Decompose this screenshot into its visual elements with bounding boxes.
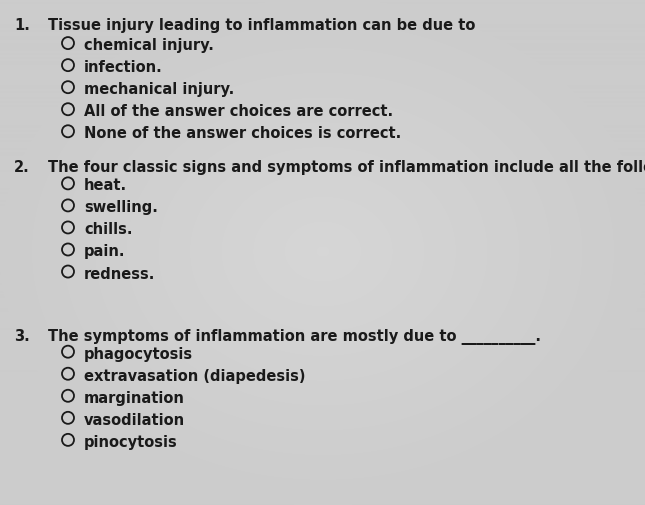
Text: mechanical injury.: mechanical injury. [84, 82, 234, 97]
Text: None of the answer choices is correct.: None of the answer choices is correct. [84, 126, 401, 141]
Text: The symptoms of inflammation are mostly due to __________.: The symptoms of inflammation are mostly … [48, 328, 541, 344]
Text: phagocytosis: phagocytosis [84, 346, 193, 361]
Text: 1.: 1. [14, 18, 30, 33]
Text: vasodilation: vasodilation [84, 412, 185, 427]
Text: chemical injury.: chemical injury. [84, 38, 214, 53]
Text: The four classic signs and symptoms of inflammation include all the following EX: The four classic signs and symptoms of i… [48, 160, 645, 175]
Text: swelling.: swelling. [84, 200, 158, 215]
Text: pinocytosis: pinocytosis [84, 434, 178, 449]
Text: heat.: heat. [84, 178, 127, 193]
Text: All of the answer choices are correct.: All of the answer choices are correct. [84, 104, 393, 119]
Text: redness.: redness. [84, 266, 155, 281]
Text: 3.: 3. [14, 328, 30, 343]
Text: 2.: 2. [14, 160, 30, 175]
Text: Tissue injury leading to inflammation can be due to: Tissue injury leading to inflammation ca… [48, 18, 475, 33]
Text: extravasation (diapedesis): extravasation (diapedesis) [84, 368, 306, 383]
Text: pain.: pain. [84, 244, 126, 259]
Text: margination: margination [84, 390, 185, 405]
Text: infection.: infection. [84, 60, 163, 75]
Text: chills.: chills. [84, 222, 132, 237]
